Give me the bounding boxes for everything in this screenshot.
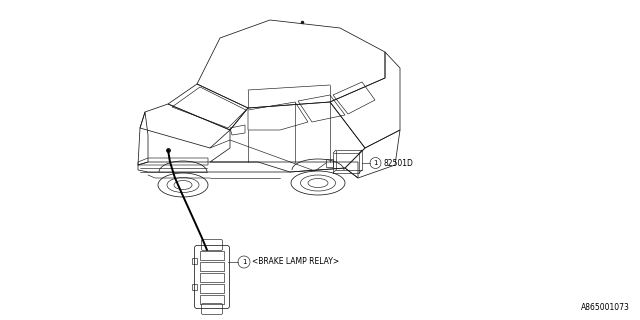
Bar [200, 284, 224, 293]
Text: <BRAKE LAMP RELAY>: <BRAKE LAMP RELAY> [252, 258, 339, 267]
Bar [200, 273, 224, 282]
Text: 82501D: 82501D [383, 158, 413, 167]
Bar [200, 251, 224, 260]
Text: A865001073: A865001073 [581, 303, 630, 312]
Bar [192, 284, 197, 290]
Bar [200, 295, 224, 304]
Text: 1: 1 [373, 160, 378, 166]
Bar [200, 262, 224, 271]
Bar [192, 258, 197, 264]
Text: 1: 1 [242, 259, 246, 265]
